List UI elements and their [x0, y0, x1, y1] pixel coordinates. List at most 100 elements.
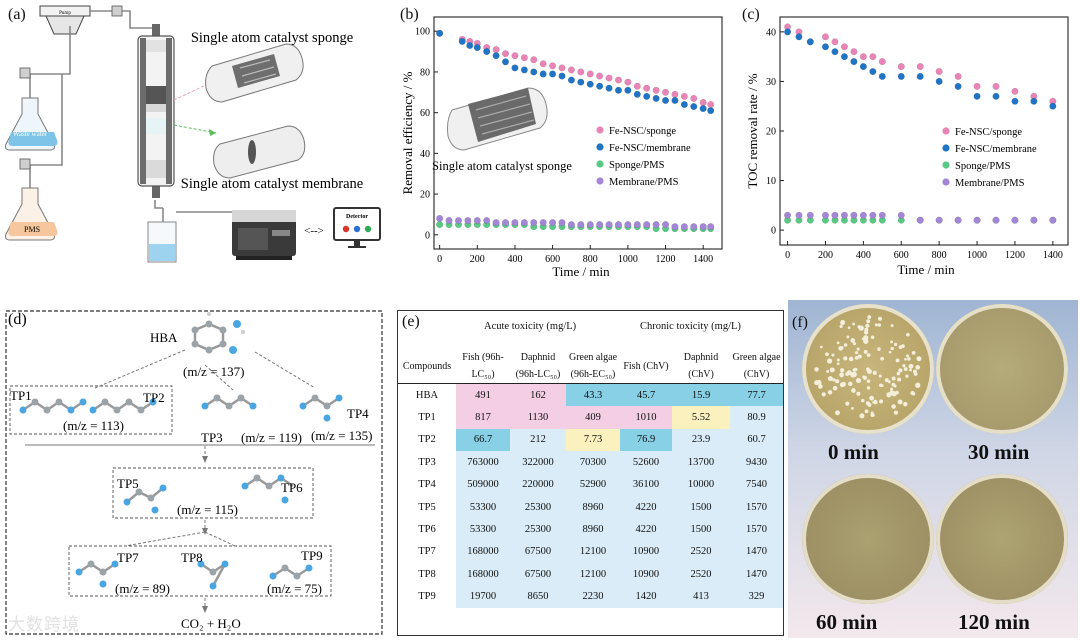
table-row: TP3 763000 322000 70300 52600 13700 9430 [398, 451, 783, 474]
compound-name-cell: TP6 [418, 524, 436, 536]
data-point [530, 56, 538, 64]
colony [858, 325, 864, 331]
data-point [473, 43, 481, 52]
data-point [643, 221, 651, 229]
panel-f-petri-dishes: (f) 0 min 30 min 60 min 120 min [788, 300, 1078, 638]
colony [890, 324, 894, 328]
data-point [577, 221, 585, 229]
data-point [671, 223, 679, 231]
tp7-mz: (m/z = 89) [115, 581, 170, 596]
petri-dish-60min [802, 474, 934, 604]
data-point [652, 86, 660, 94]
table-row: TP9 19700 8650 2230 1420 413 329 [398, 585, 783, 608]
legend-label: Sponge/PMS [609, 160, 665, 171]
compound-name-cell: TP2 [418, 434, 436, 446]
colony [852, 322, 856, 326]
chronic-group-header: Chronic toxicity (mg/L) [640, 321, 741, 332]
data-point [473, 216, 481, 225]
colony [906, 354, 910, 358]
table-cell: 9430 [730, 451, 783, 474]
colony [852, 368, 857, 372]
colony [877, 347, 881, 351]
hba-label: HBA [150, 330, 178, 345]
table-cell: 168000 [456, 540, 510, 564]
colony [905, 374, 909, 378]
panel-b-removal-chart: (b) Removal efficiency / % Time / min Si… [396, 0, 734, 290]
data-point [1030, 216, 1038, 224]
table-cell: 162 [510, 383, 566, 407]
x-axis-label: Time / min [552, 264, 610, 279]
data-point [671, 90, 679, 98]
caption-0min: 0 min [828, 440, 879, 464]
data-point [624, 78, 632, 86]
compound-name-cell: TP3 [418, 456, 436, 468]
data-point [539, 60, 547, 68]
colony [909, 368, 912, 372]
data-point [483, 48, 491, 56]
table-cell: 12100 [566, 563, 620, 586]
legend-marker [942, 178, 950, 186]
legend-marker [942, 127, 950, 135]
colony [913, 372, 918, 376]
data-point [520, 66, 528, 74]
data-point [869, 67, 877, 76]
legend-marker [596, 126, 604, 134]
data-point [690, 102, 698, 111]
colony [821, 392, 826, 397]
colony [840, 320, 846, 326]
colony [878, 374, 882, 378]
data-point [831, 211, 839, 219]
colony [826, 369, 830, 373]
plot-frame [433, 16, 723, 250]
data-point [1049, 216, 1057, 224]
table-cell: 212 [510, 428, 566, 452]
col-header: Fish (96h-LC₅₀) [462, 352, 504, 380]
data-point [1049, 102, 1057, 110]
series-membrane-pms [436, 214, 715, 231]
colony [915, 365, 921, 370]
data-point [973, 216, 981, 224]
colony [906, 332, 910, 337]
data-point [567, 76, 575, 84]
table-cell: 329 [730, 585, 783, 608]
colony [829, 367, 835, 372]
table-cell: 1470 [730, 540, 783, 564]
colony [846, 335, 850, 339]
data-point [878, 72, 886, 81]
data-point [558, 64, 566, 72]
molecule-tp3-icon [201, 394, 257, 410]
data-point [992, 92, 1000, 100]
y-tick-label: 30 [766, 77, 776, 88]
bacterial-colonies [814, 315, 922, 419]
table-cell: 13700 [672, 451, 730, 474]
data-point [558, 218, 566, 227]
colony [915, 382, 921, 388]
data-point [520, 218, 528, 227]
colony [847, 326, 851, 330]
plot-frame [779, 16, 1069, 246]
data-point [707, 100, 715, 109]
pms-flask-label: PMS [24, 225, 40, 234]
sponge-title: Single atom catalyst sponge [191, 30, 353, 46]
panel-a-reactor-setup: (a) Pump Waste water [0, 0, 395, 290]
table-cell: 409 [566, 406, 620, 429]
data-point [586, 221, 594, 229]
colony [825, 352, 829, 357]
data-point [511, 64, 519, 72]
colony [890, 387, 893, 391]
molecule-tp6-icon [241, 474, 294, 504]
colony [827, 376, 833, 382]
molecule-tp1-icon [19, 398, 87, 414]
compound-name-cell: TP5 [418, 501, 436, 513]
y-tick-label: 0 [771, 226, 776, 237]
colony [877, 316, 883, 321]
group-boxes [9, 385, 332, 597]
colony [836, 341, 840, 345]
y-tick-label: 60 [420, 108, 430, 119]
data-point [707, 107, 715, 115]
colony [865, 323, 870, 328]
col-header: Daphnid (ChV) [683, 352, 719, 380]
caption-30min: 30 min [968, 440, 1030, 464]
data-point [821, 211, 830, 219]
colony [895, 358, 900, 363]
